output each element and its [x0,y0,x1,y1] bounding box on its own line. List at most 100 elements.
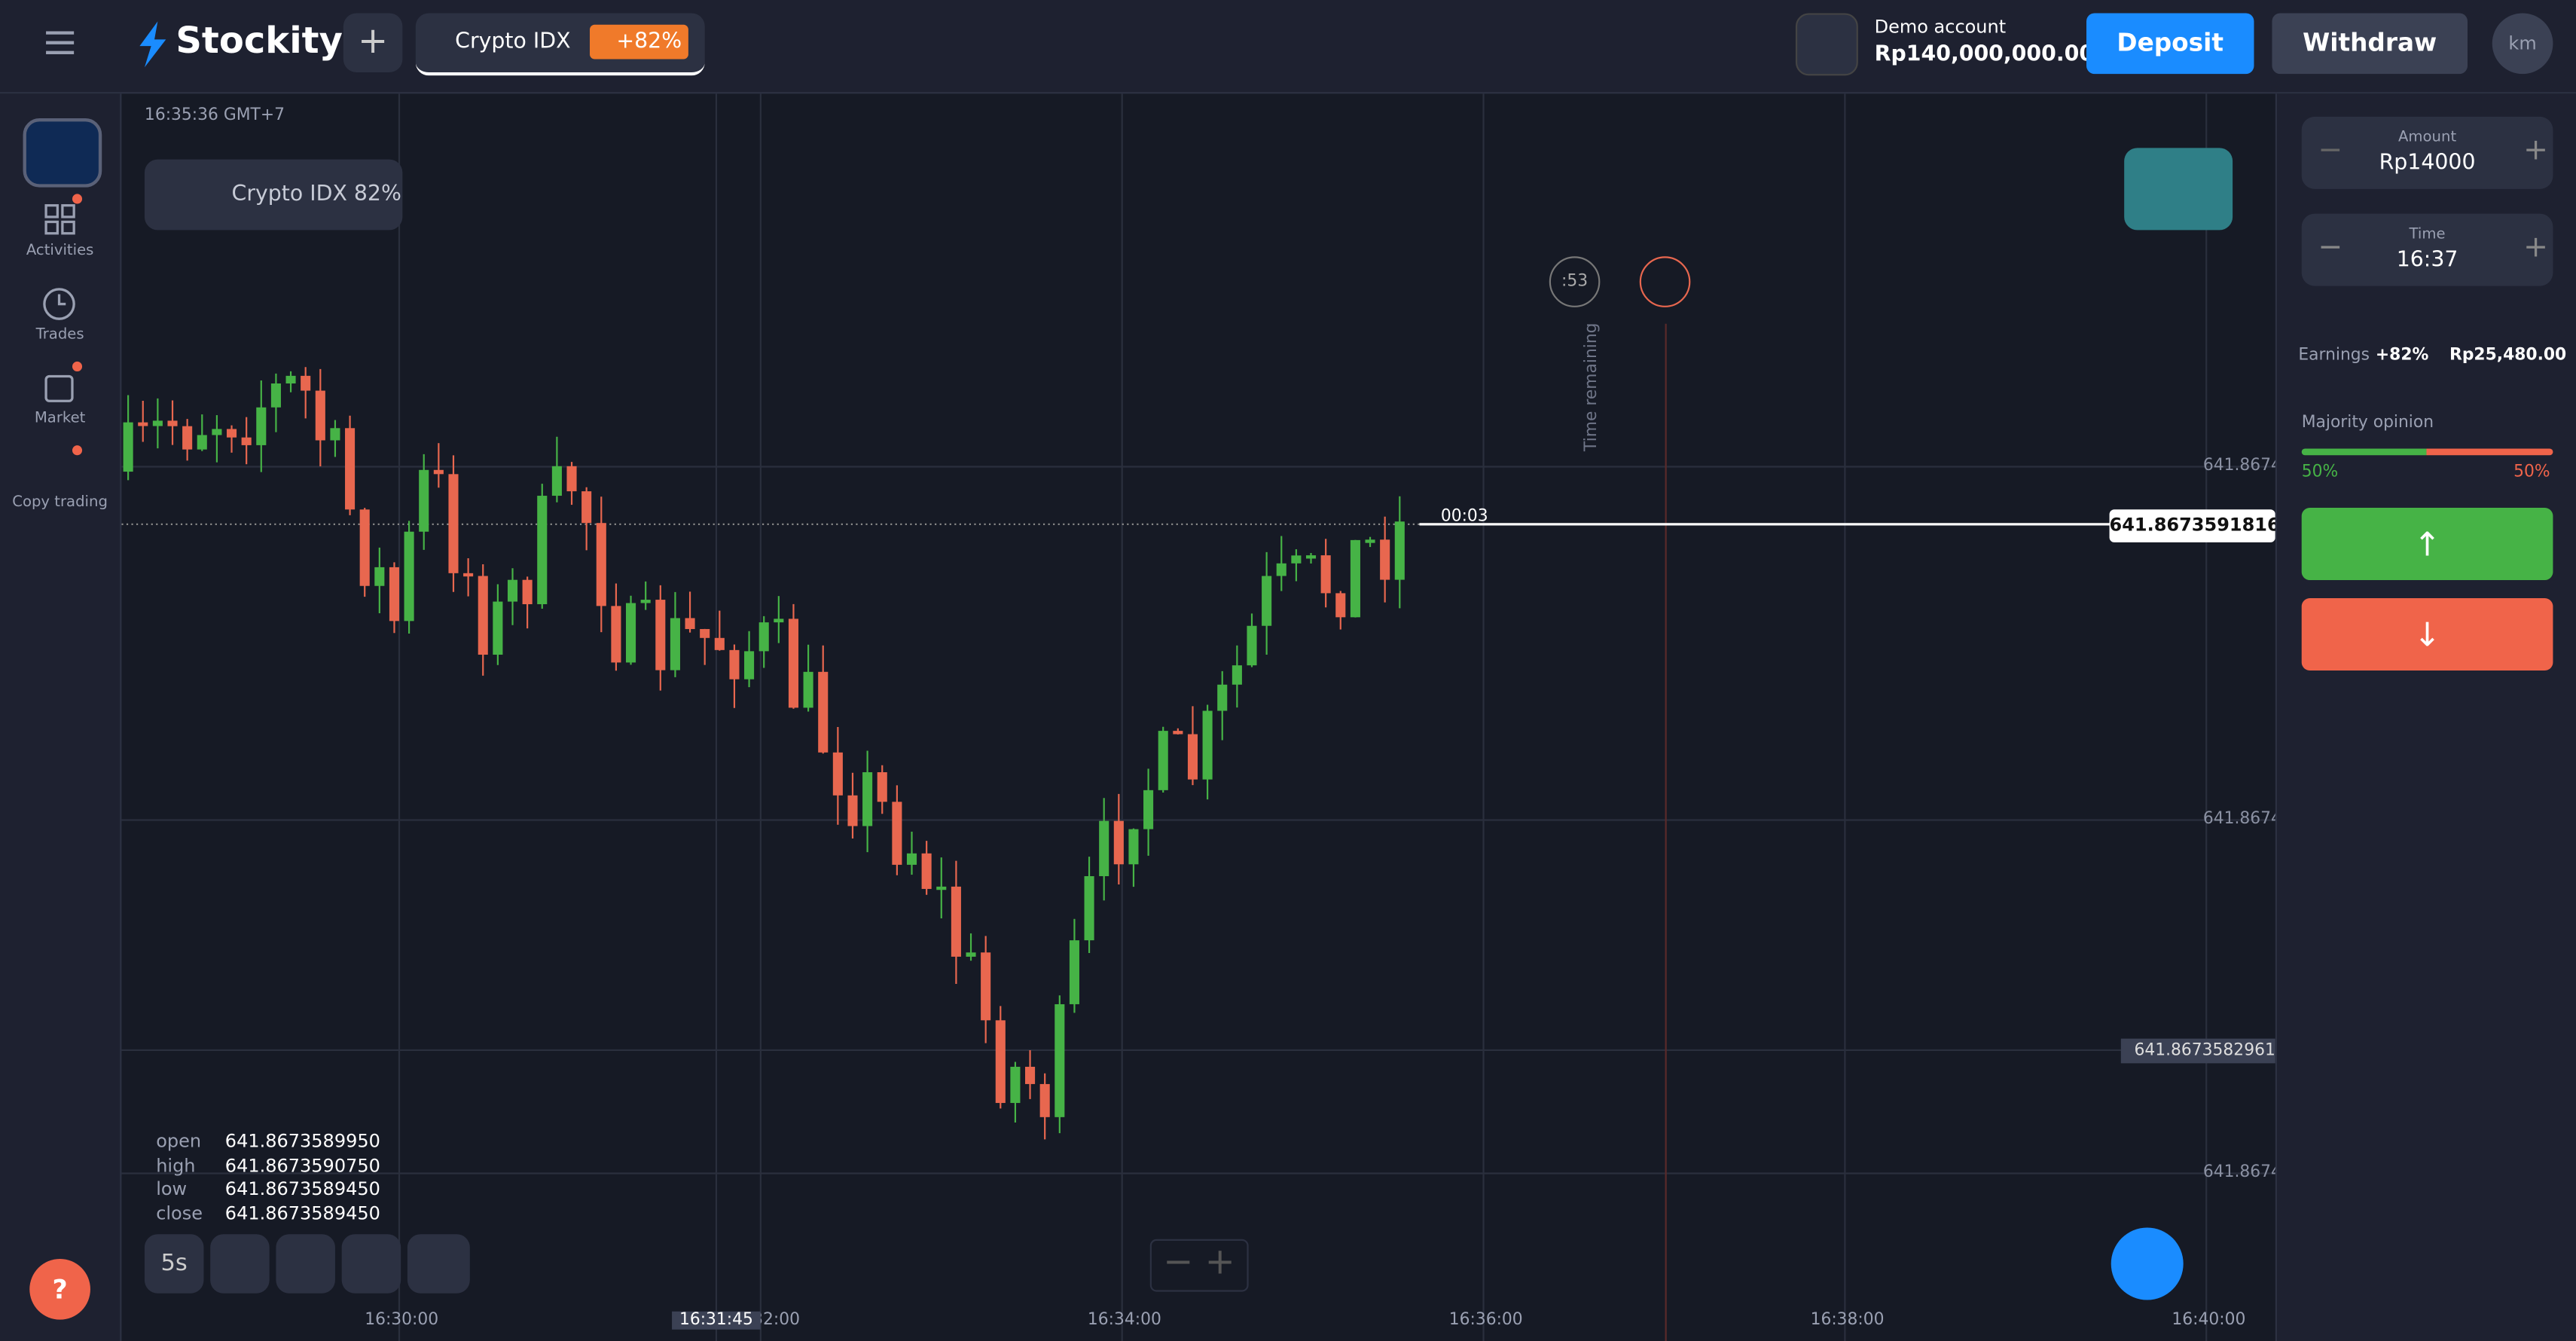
candle-body [1335,593,1346,618]
candle-body [581,491,592,524]
candle-body [1055,1003,1065,1117]
draw-button[interactable] [341,1234,401,1294]
candle-body [625,603,636,663]
candle-body [670,618,680,670]
earnings: Rp25,480.00 [2449,347,2567,365]
candle-body [1158,731,1168,790]
candle-body [1217,684,1228,711]
asset-name: Crypto IDX [455,29,571,54]
candle-body [744,651,755,680]
time-label: 16:40:00 [2172,1311,2246,1330]
ohlc: open 641.8673589950 high 641.8673590750 low 6… [156,1131,380,1227]
price-label: 641.8674 [2202,810,2281,829]
candle-body [419,469,429,532]
candle-body [655,600,666,670]
time-label: 16:30:00 [365,1311,439,1330]
candle-body [374,567,385,586]
price-label: 641.8674 [2202,457,2281,475]
menu-icon[interactable] [44,29,78,56]
candle-body [1365,539,1375,543]
up-pct: 50% [2301,463,2339,482]
candle-body [1069,940,1079,1004]
candle-body [123,422,133,472]
avatar[interactable]: km [2492,13,2553,75]
ohlc-label: close [156,1203,203,1225]
timeframe-button[interactable]: 5s [144,1234,204,1294]
switch-account[interactable] [1795,13,1858,76]
candle-body [995,1020,1006,1104]
candle-body [640,600,651,603]
zoom-controls[interactable]: − + [1149,1239,1249,1292]
candle-body [951,886,961,957]
candle-body [448,474,459,573]
candle-body [1010,1067,1021,1104]
deposit-button[interactable]: Deposit [2086,13,2254,75]
candle-body [1099,820,1109,876]
candle-body [212,429,222,435]
candle-body [270,383,281,408]
logo: Stockity [175,21,343,63]
asset-tab[interactable]: Crypto IDX +82% [415,13,705,76]
candle-body [877,772,887,802]
candle-body [1084,875,1094,941]
time-label: 16:34:00 [1087,1311,1161,1330]
candle-body [729,649,740,680]
candle-body [345,428,356,510]
current-price: 641.8673591816 [2109,509,2280,542]
candle-body [1128,829,1139,865]
candle-body [714,637,725,650]
candle-body [359,509,370,586]
candle-body [847,795,858,826]
candle-body [921,853,932,889]
down-button[interactable]: ↓ [2301,598,2553,671]
countdown: 00:03 [1440,508,1488,527]
candle-body [803,671,813,708]
finish-flag [1639,256,1691,307]
candle-body [1380,539,1390,580]
nav-market[interactable]: Market [34,411,86,428]
candle-body [241,437,252,445]
candle-body [152,420,163,426]
candle-body [138,422,148,426]
account-type[interactable]: Demo account [1874,16,2007,38]
asset-label: Crypto IDX 82% [231,182,401,207]
ohlc-value: 641.8673589950 [224,1130,380,1153]
majority-label: Majority opinion [2301,414,2434,432]
candle-body [1394,521,1405,580]
price-label: 641.8674 [2202,1163,2281,1182]
withdraw-button[interactable]: Withdraw [2272,13,2468,75]
help-button[interactable]: ? [29,1258,90,1320]
time-label: 16:36:00 [1448,1311,1523,1330]
candle-body [1143,790,1154,829]
nav-copy-trading[interactable]: Copy trading [12,494,108,512]
add-tab[interactable]: + [343,13,403,72]
trade-panel: Amount Rp14000 − + Time 16:37 − + Earnings… [2275,93,2576,1341]
candle-body [330,428,340,441]
amount-input[interactable]: Amount Rp14000 − + [2301,116,2553,189]
profile-icon[interactable] [23,118,102,188]
asset-selector[interactable]: Crypto IDX 82% [144,159,403,231]
up-button[interactable]: ↑ [2301,508,2553,581]
nav-activities[interactable]: Activities [26,243,94,260]
nav-trades[interactable]: Trades [35,327,84,344]
calendar-button[interactable] [2111,1227,2184,1300]
candle-body [463,573,474,577]
chart-type-button[interactable] [210,1234,270,1294]
candle-body [256,407,267,445]
candle-body [596,523,606,606]
gift-button[interactable] [2124,148,2233,231]
candle-body [1187,734,1198,780]
earnings-pct: +82% [2375,347,2429,365]
time-label: Time [2409,227,2446,243]
ohlc-label: low [156,1178,188,1201]
time-input[interactable]: Time 16:37 − + [2301,213,2553,286]
candle-body [1247,625,1257,666]
chart-canvas [121,93,2275,1341]
candle-body [788,619,799,708]
layout-button[interactable] [407,1234,470,1294]
candle-body [685,618,695,629]
sidebar: Activities Trades Market Copy trading ? [0,93,122,1341]
indicators-button[interactable] [276,1234,335,1294]
candle-body [404,531,414,622]
ohlc-row: close 641.8673589450 [156,1203,380,1227]
